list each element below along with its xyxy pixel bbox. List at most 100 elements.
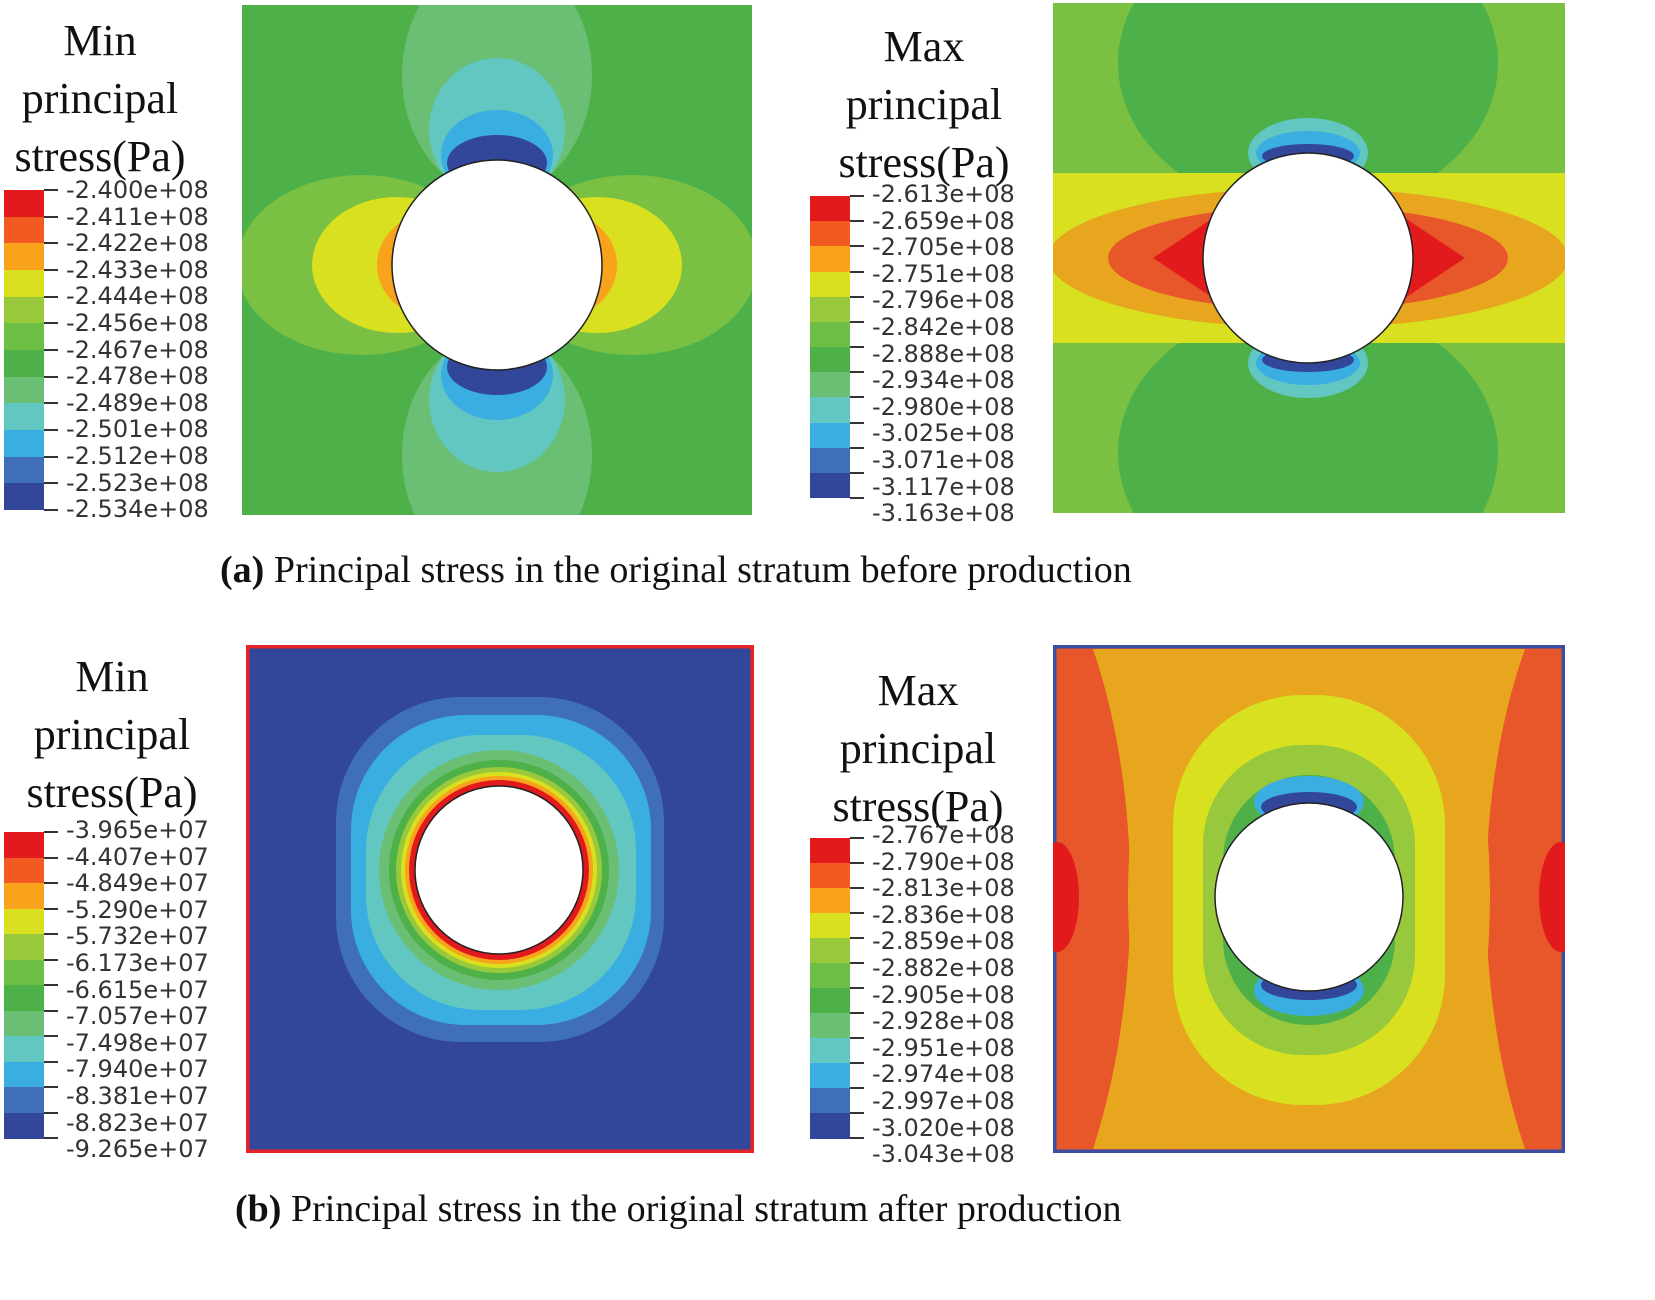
legend-value: -2.705e+08 [872,233,1015,262]
legend-tick [44,242,58,245]
legend-tick [44,1060,58,1063]
legend-value: -2.411e+08 [66,202,209,231]
legend-title-line: principal [21,74,179,123]
legend-tick [44,882,58,884]
legend-colorbar [810,837,870,1139]
legend-value: -4.407e+07 [66,842,209,871]
legend-swatch [810,1088,850,1114]
legend-tick [850,1112,864,1114]
legend-value: -2.888e+08 [872,339,1015,368]
legend-swatch [4,350,44,378]
legend-tick [44,1111,58,1114]
legend-title-b-min: Min principal stress(Pa) [14,648,210,822]
legend-swatch [810,422,850,449]
legend-swatch [4,934,44,960]
legend-tick [850,295,864,298]
legend-tick [44,349,58,351]
legend-tick [44,482,58,485]
legend-value: -2.444e+08 [66,282,209,311]
legend-tick [44,1137,58,1139]
borehole [414,785,584,955]
legend-swatch [810,888,850,914]
legend-tick [44,375,58,378]
legend-tick [44,984,58,986]
legend-tick [850,371,864,374]
legend-title-line: stress(Pa) [26,768,198,817]
legend-labels-b-min: -3.965e+07 -4.407e+07 -4.849e+07 -5.290e+07… [66,817,209,1164]
legend-swatch [810,1013,850,1039]
legend-swatch [4,296,44,324]
legend-title-line: stress(Pa) [838,138,1010,187]
legend-swatch [4,832,44,858]
legend-title-line: Min [75,652,149,701]
legend-tick [44,933,58,935]
legend-value: -2.512e+08 [66,441,209,470]
legend-tick [850,320,864,323]
legend-swatch [810,321,850,348]
legend-swatch [4,1036,44,1062]
legend-value: -2.859e+08 [872,927,1015,956]
legend-swatch [4,190,44,218]
caption-b: (b) Principal stress in the original str… [235,1187,1121,1231]
legend-tick [44,429,58,431]
legend-tick [850,471,864,474]
legend-tick [44,856,58,859]
color-legend-b-max [810,837,870,1139]
legend-swatch [810,1038,850,1064]
legend-value: -2.882e+08 [872,953,1015,982]
color-legend-a-min [4,189,64,511]
legend-value: -3.117e+08 [872,472,1015,501]
legend-swatch [810,296,850,323]
legend-tick [850,987,864,989]
legend-title-a-min: Min principal stress(Pa) [2,12,198,186]
legend-tick [850,346,864,348]
legend-tick [44,1086,58,1088]
legend-swatch [4,483,44,511]
legend-value: -2.467e+08 [66,335,209,364]
legend-tick [850,1137,864,1139]
legend-swatch [810,397,850,423]
legend-value: -2.400e+08 [66,176,209,204]
legend-swatch [810,838,850,864]
legend-swatch [810,988,850,1014]
legend-value: -2.456e+08 [66,308,209,337]
legend-value: -8.823e+07 [66,1108,209,1137]
legend-swatch [810,938,850,964]
legend-title-line: Max [877,666,959,715]
legend-swatch [810,963,850,989]
legend-swatch [4,216,44,244]
legend-value: -4.849e+07 [66,869,209,898]
legend-swatch [4,323,44,351]
legend-tick [44,455,58,458]
legend-swatch [4,1061,44,1088]
legend-tick [850,887,864,889]
legend-value: -9.265e+07 [66,1135,209,1164]
legend-swatch [4,430,44,458]
color-legend-a-max [810,195,870,499]
legend-value: -2.613e+08 [872,180,1015,208]
stress-contour-a-min [242,5,752,515]
caption-text: Principal stress in the original stratum… [264,549,1132,591]
legend-swatch [810,196,850,222]
legend-value: -3.025e+08 [872,419,1015,448]
legend-swatch [4,1087,44,1113]
legend-colorbar [810,195,870,499]
legend-value: -2.905e+08 [872,980,1015,1009]
legend-title-line: stress(Pa) [832,782,1004,831]
legend-value: -2.842e+08 [872,312,1015,341]
legend-tick [850,421,864,424]
legend-value: -5.732e+07 [66,922,209,951]
legend-title-b-max: Max principal stress(Pa) [820,662,1016,836]
contour-lobe [1539,842,1565,952]
contour-lobe [1118,3,1498,213]
legend-labels-a-max: -2.613e+08 -2.659e+08 -2.705e+08 -2.751e+08… [872,182,1015,528]
legend-swatch [4,883,44,909]
caption-a: (a) Principal stress in the original str… [220,548,1132,592]
stress-contour-b-min [246,645,754,1153]
legend-value: -2.790e+08 [872,847,1015,876]
legend-tick [44,269,58,271]
legend-value: -5.290e+07 [66,895,209,924]
legend-swatch [810,1113,850,1139]
legend-tick [44,958,58,961]
legend-tick [850,396,864,399]
